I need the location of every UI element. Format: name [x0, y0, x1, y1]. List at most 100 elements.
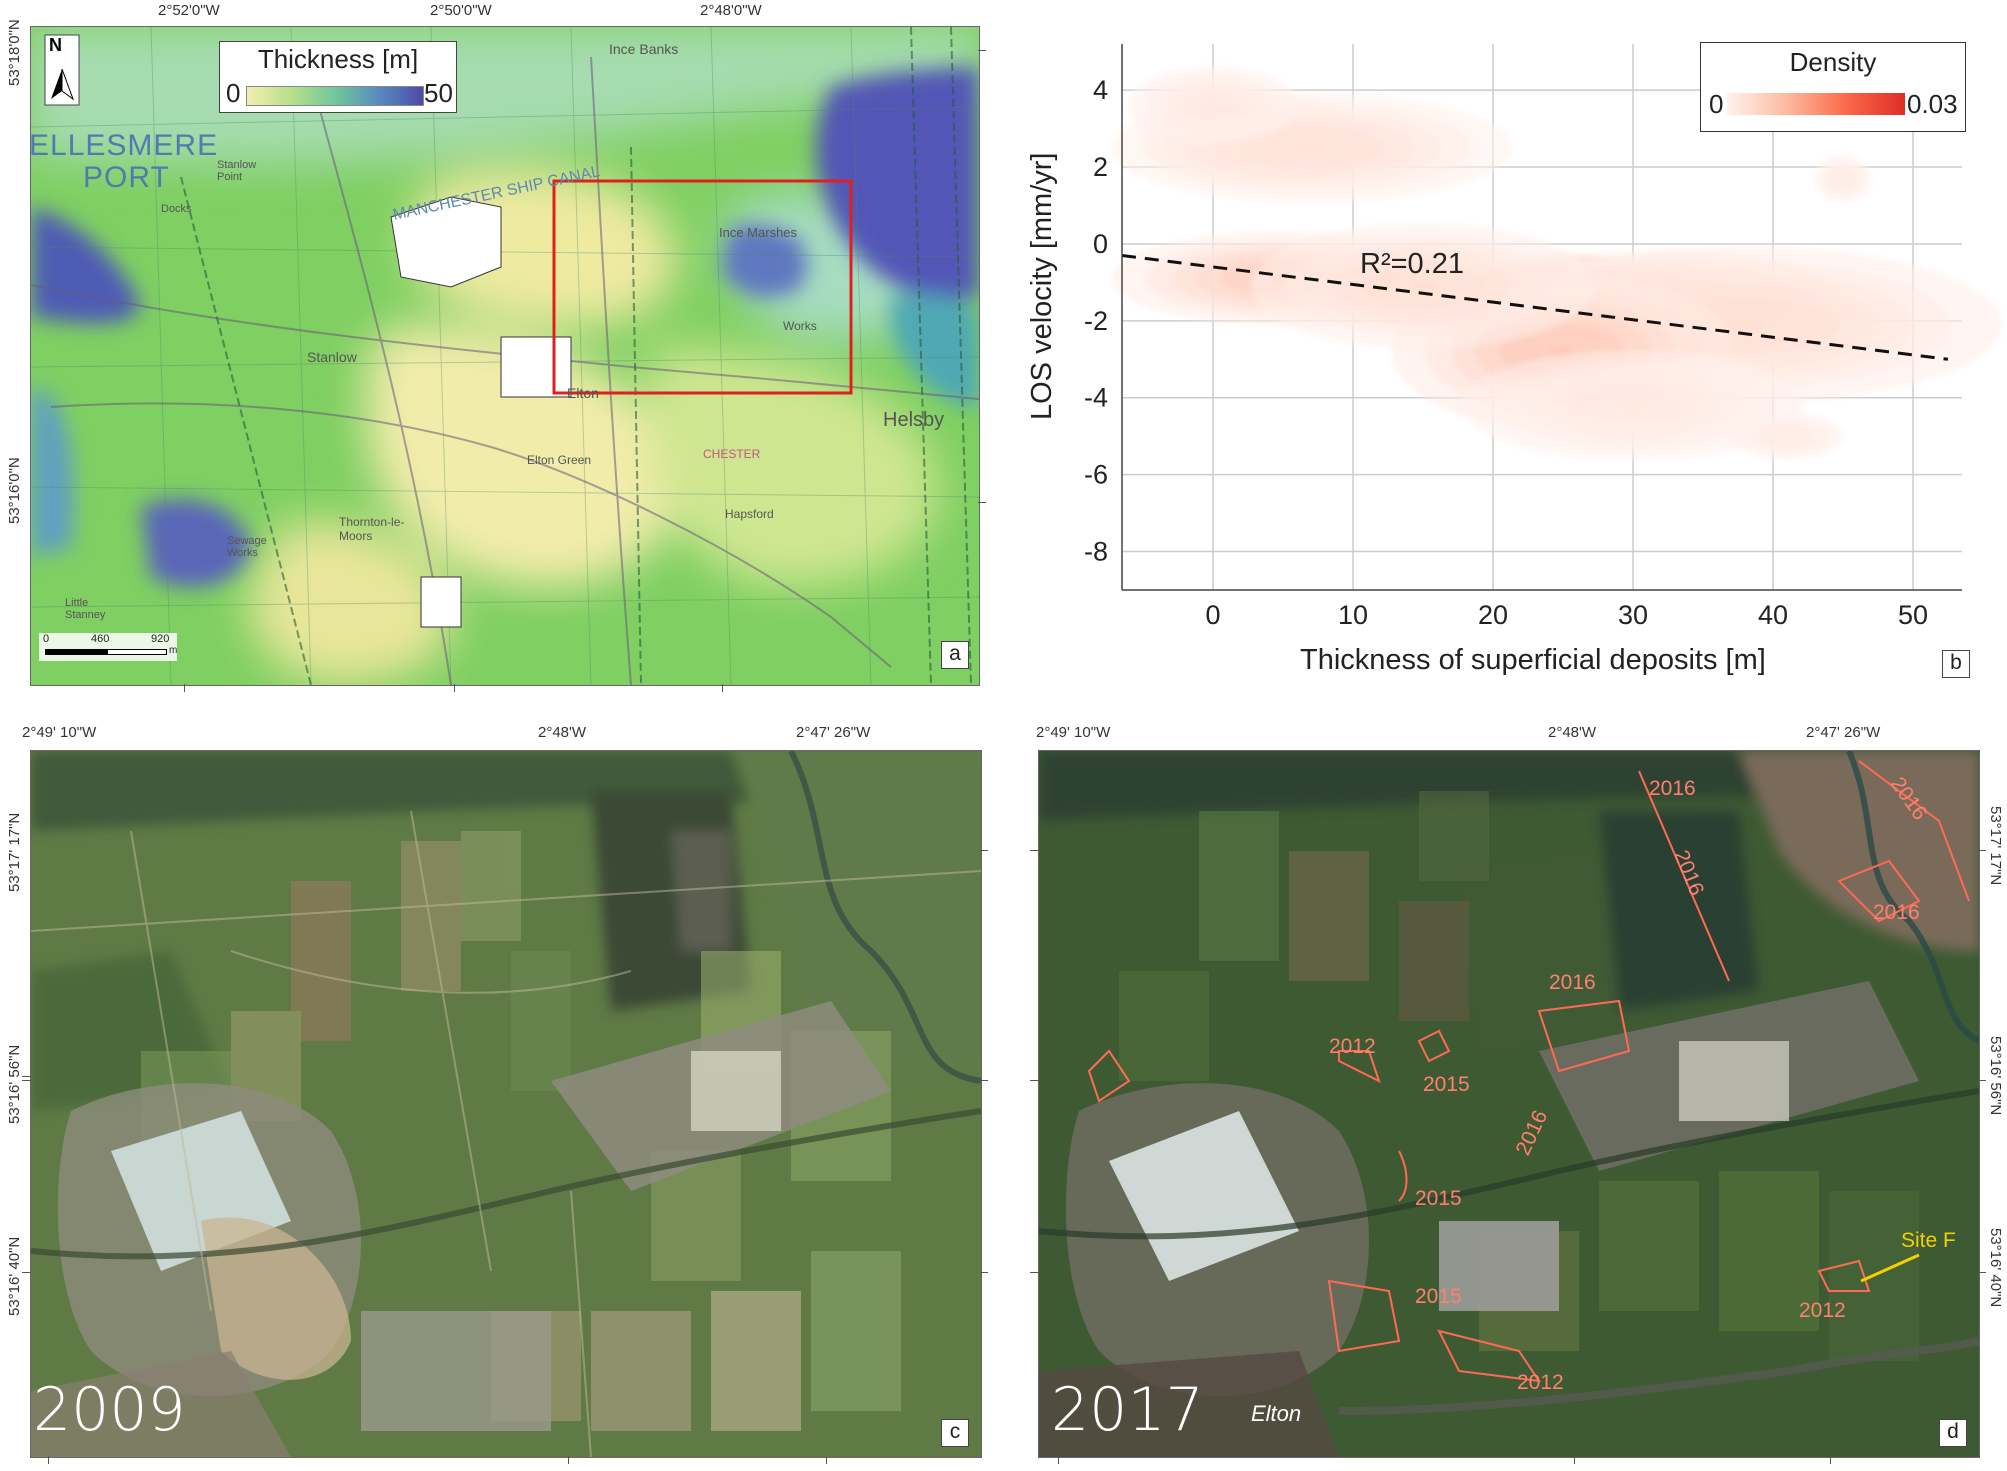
place-works: Works [783, 319, 817, 333]
panel-d-lat-1: 53°17' 17"N [1987, 806, 2004, 886]
panel-a-lon-3: 2°48'0"W [700, 2, 762, 19]
thickness-legend-max: 50 [424, 78, 453, 108]
aerial-2009: 2009 c [30, 750, 982, 1458]
place-hapsford: Hapsford [725, 507, 774, 521]
density-blob-10-level-5 [1782, 434, 1792, 438]
scalebar-tick-460: 460 [91, 633, 110, 645]
annotation-2012-b: 2012 [1799, 1299, 1846, 1322]
north-arrow-icon [44, 34, 80, 106]
panel-a-label: a [941, 641, 969, 669]
density-legend-ramp [1727, 93, 1905, 115]
panel-a-lon-2: 2°50'0"W [430, 2, 492, 19]
scalebar: 0 460 920 m [39, 633, 177, 661]
panel-c-lat-1: 53°17' 17"N [6, 812, 23, 892]
place-chester: CHESTER [703, 447, 761, 461]
place-ince-banks: Ince Banks [609, 41, 679, 57]
panel-c-lat-3: 53°16' 40"N [6, 1236, 23, 1316]
chart-ylabel: LOS velocity [mm/yr] [1026, 152, 1058, 421]
density-legend-title: Density [1789, 47, 1877, 77]
scalebar-tick-0: 0 [43, 633, 50, 645]
density-blob-7-level-5 [1296, 143, 1326, 152]
x-tick-label-2: 20 [1478, 600, 1508, 630]
chart-r2-annotation: R²=0.21 [1360, 248, 1464, 280]
x-tick-label-0: 0 [1205, 600, 1220, 630]
year-label-2009: 2009 [33, 1375, 186, 1445]
y-tick-label-3: -2 [1084, 306, 1108, 336]
density-blob-9-level-5 [1620, 401, 1646, 410]
place-sewage: Sewage Works [227, 535, 267, 559]
density-blob-2-level-5 [1726, 318, 1764, 331]
annotation-2015-b: 2015 [1415, 1285, 1462, 1308]
place-ellesmere: ELLESMERE [30, 129, 219, 162]
annotation-2016-g: 2015 [1415, 1187, 1462, 1210]
year-label-2017: 2017 [1051, 1375, 1204, 1445]
thickness-map-graphic [31, 27, 979, 685]
north-label: N [49, 35, 62, 55]
aerial-2017: 2016 2016 2016 2016 2012 2015 2016 2016 … [1038, 750, 1980, 1458]
place-stanlow: Stanlow [307, 349, 357, 365]
panel-c-lat-2: 53°16' 56"N [6, 1044, 23, 1124]
panel-c-label: c [941, 1419, 969, 1447]
thickness-legend-ramp [246, 86, 424, 106]
density-blob-5-level-5 [1410, 281, 1436, 291]
thickness-map: N Thickness [m] 0 50 ELLESMERE PORT Ince… [30, 26, 980, 686]
panel-d-label: d [1939, 1419, 1967, 1447]
panel-a-lat-1: 53°18'0"N [6, 19, 23, 86]
place-elton-green: Elton Green [527, 453, 592, 467]
panel-a-lon-1: 2°52'0"W [158, 2, 220, 19]
scalebar-white [107, 649, 167, 655]
panel-d-lat-3: 53°16' 40"N [1987, 1228, 2004, 1308]
thickness-legend-title: Thickness [m] [257, 44, 419, 74]
density-legend: Density 0 0.03 [1700, 42, 1966, 132]
panel-c-lon-2: 2°48'W [538, 724, 587, 741]
place-elton-2017: Elton [1251, 1401, 1302, 1426]
y-tick-label-0: 4 [1093, 75, 1108, 105]
annotation-2016-e: 2016 [1549, 971, 1596, 994]
aerial-2017-graphic [1039, 751, 1979, 1457]
x-tick-label-3: 30 [1618, 600, 1648, 630]
annotation-2015-c: 2012 [1517, 1371, 1564, 1394]
place-elton: Elton [567, 385, 599, 401]
thickness-legend: Thickness [m] 0 50 [219, 41, 457, 113]
place-ince-marshes: Ince Marshes [719, 225, 798, 240]
scalebar-tick-920: 920 [151, 633, 170, 645]
panel-d-lon-1: 2°49' 10"W [1036, 724, 1111, 741]
annotation-2015-a: 2015 [1423, 1073, 1470, 1096]
annotation-2012-a: 2012 [1329, 1035, 1376, 1058]
study-area-box [552, 179, 853, 395]
place-docks: Docks [161, 203, 192, 215]
y-tick-label-5: -6 [1084, 460, 1108, 490]
x-tick-label-1: 10 [1338, 600, 1368, 630]
panel-b-label: b [1942, 650, 1970, 678]
place-helsby: Helsby [883, 409, 945, 431]
x-tick-label-5: 50 [1898, 600, 1928, 630]
regression-line [1121, 253, 1949, 361]
density-legend-max: 0.03 [1907, 89, 1958, 119]
scalebar-black [45, 649, 107, 655]
aerial-2009-graphic [31, 751, 981, 1457]
panel-d-lat-2: 53°16' 56"N [1987, 1036, 2004, 1116]
density-legend-min: 0 [1709, 89, 1724, 119]
y-tick-label-6: -8 [1084, 537, 1108, 567]
y-tick-label-1: 2 [1093, 152, 1108, 182]
place-thornton: Thornton-le-Moors [339, 515, 405, 543]
panel-d-lon-2: 2°48'W [1548, 724, 1597, 741]
annotation-2016-a: 2016 [1649, 777, 1696, 800]
place-port: PORT [83, 161, 170, 194]
chart-xlabel: Thickness of superficial deposits [m] [1300, 644, 1766, 676]
site-f-label: Site F [1901, 1229, 1956, 1252]
density-blob-8-level-5 [1206, 102, 1220, 109]
scalebar-unit: m [169, 645, 178, 656]
annotation-2016-d: 2016 [1873, 901, 1920, 924]
panel-a-lat-2: 53°16'0"N [6, 457, 23, 524]
panel-c-lon-1: 2°49' 10"W [22, 724, 97, 741]
panel-c-lon-3: 2°47' 26"W [796, 724, 871, 741]
y-tick-label-4: -4 [1084, 383, 1108, 413]
thickness-legend-min: 0 [226, 78, 241, 108]
x-tick-label-4: 40 [1758, 600, 1788, 630]
site-f-pointer [1860, 1253, 1920, 1283]
density-blob-11-level-5 [1840, 176, 1846, 181]
panel-d-lon-3: 2°47' 26"W [1806, 724, 1881, 741]
place-little-stanney: Little Stanney [65, 597, 106, 621]
